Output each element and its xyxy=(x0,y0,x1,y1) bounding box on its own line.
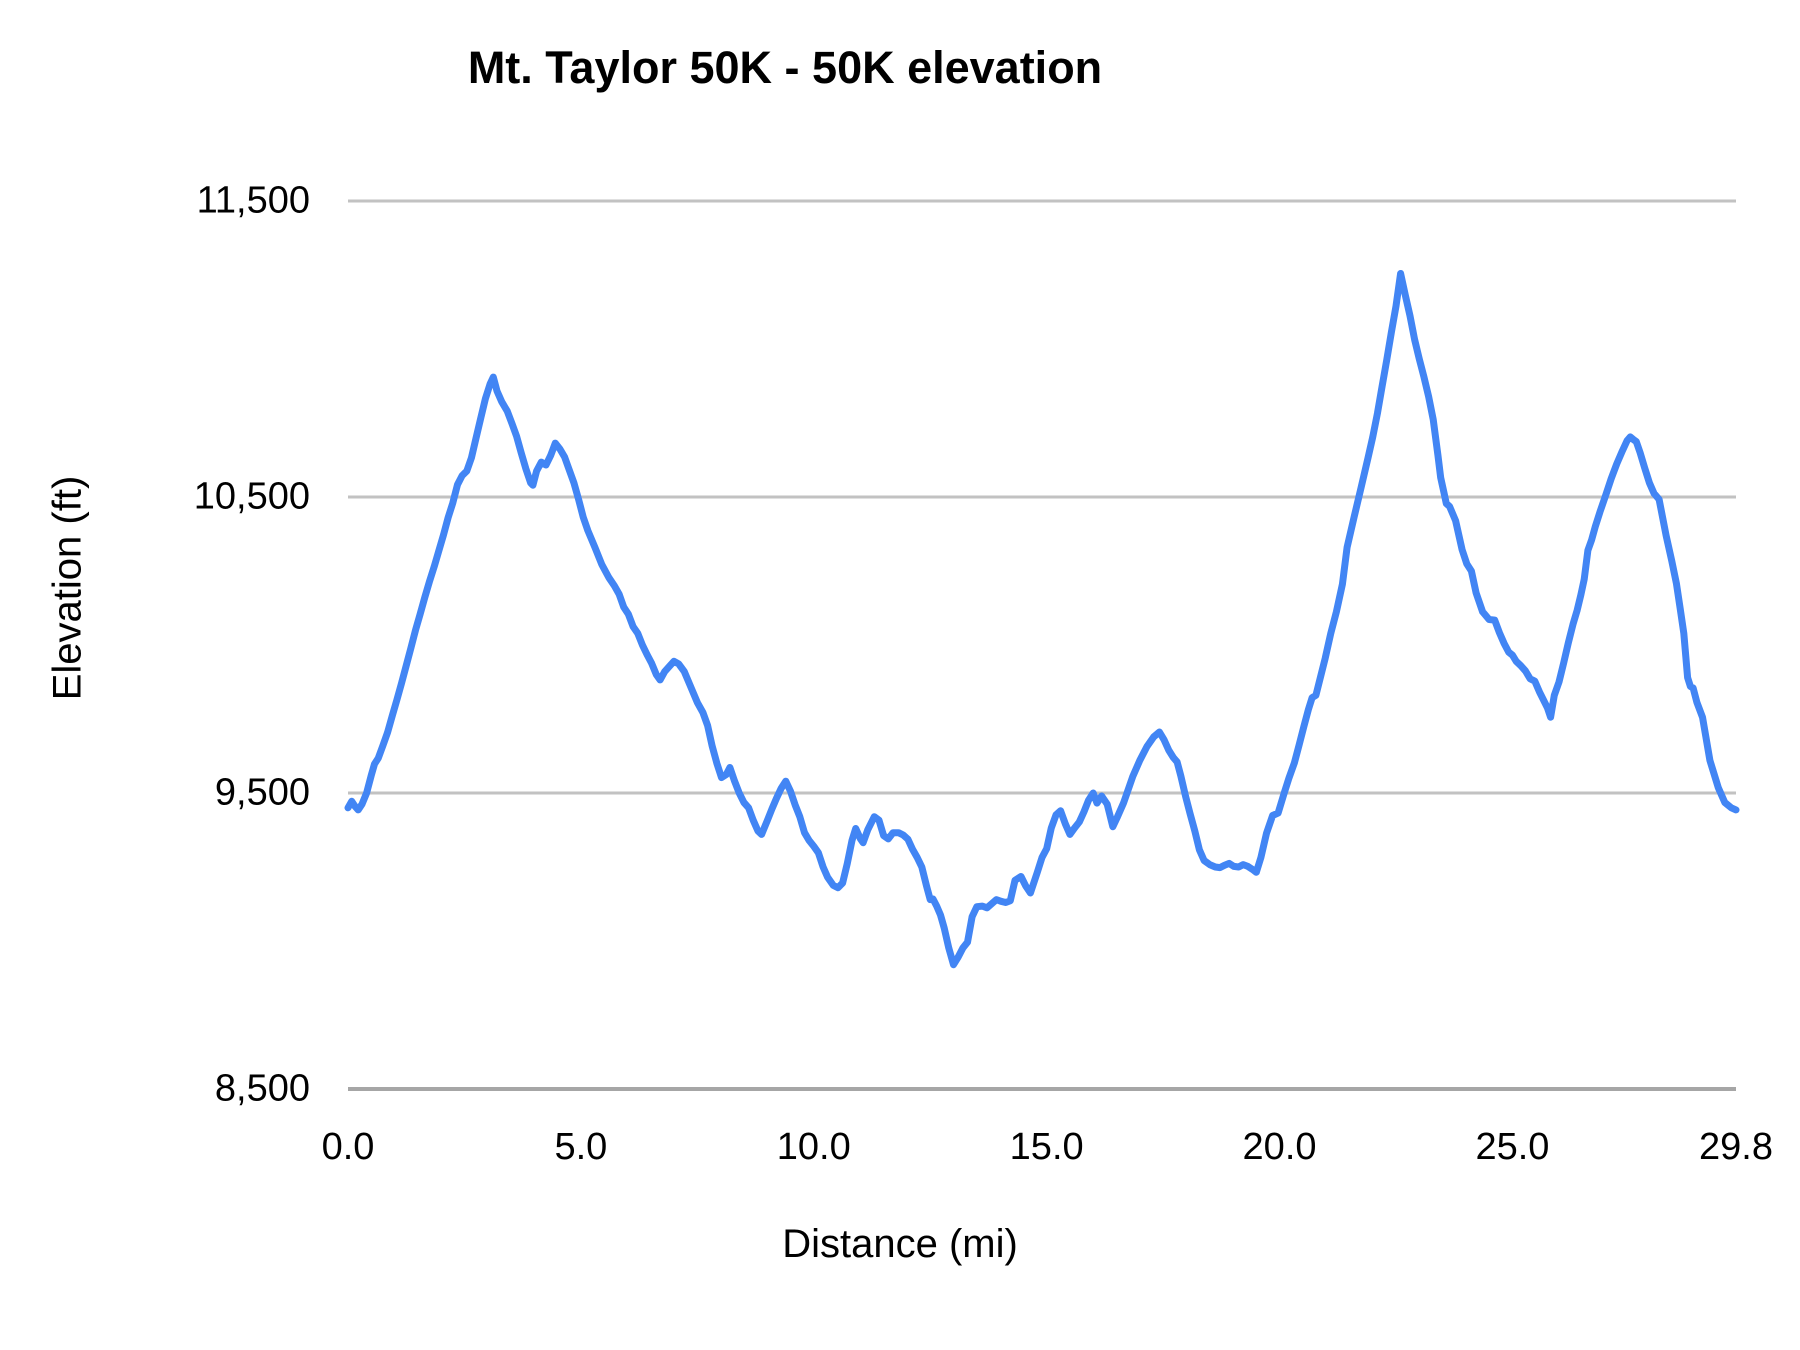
elevation-line xyxy=(344,270,1740,969)
x-tick-label: 0.0 xyxy=(321,1126,375,1168)
y-tick-label: 10,500 xyxy=(193,475,310,518)
y-tick-label: 11,500 xyxy=(196,179,310,222)
x-tick-label: 5.0 xyxy=(554,1126,608,1168)
y-tick-label: 8,500 xyxy=(214,1067,310,1110)
x-tick-label: 29.8 xyxy=(1699,1126,1773,1168)
x-tick-label: 20.0 xyxy=(1242,1126,1317,1168)
chart-title: Mt. Taylor 50K - 50K elevation xyxy=(467,42,1103,93)
x-tick-label: 10.0 xyxy=(776,1126,851,1168)
y-tick-label: 9,500 xyxy=(214,771,310,814)
x-tick-label: 15.0 xyxy=(1009,1126,1084,1168)
x-tick-label: 25.0 xyxy=(1475,1126,1550,1168)
x-axis-title: Distance (mi) xyxy=(782,1222,1018,1266)
